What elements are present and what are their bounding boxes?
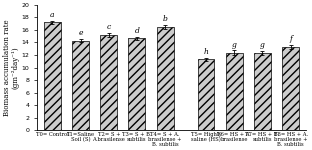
Bar bbox=[226, 52, 243, 130]
Text: e: e bbox=[78, 29, 83, 38]
Bar bbox=[100, 35, 117, 130]
Y-axis label: Biomass accumulation rate
(gm⁻²day⁻¹): Biomass accumulation rate (gm⁻²day⁻¹) bbox=[3, 19, 20, 116]
Bar bbox=[72, 41, 89, 130]
Text: d: d bbox=[134, 27, 139, 35]
Bar bbox=[282, 47, 299, 130]
Bar bbox=[254, 53, 271, 130]
Text: a: a bbox=[50, 11, 55, 19]
Text: b: b bbox=[163, 15, 168, 23]
Text: g: g bbox=[232, 41, 236, 49]
Bar bbox=[157, 27, 173, 130]
Bar bbox=[197, 59, 214, 130]
Text: f: f bbox=[289, 35, 292, 43]
Bar bbox=[129, 38, 145, 130]
Text: h: h bbox=[203, 48, 208, 56]
Text: c: c bbox=[107, 23, 111, 31]
Bar bbox=[44, 22, 61, 130]
Text: g: g bbox=[260, 41, 265, 49]
